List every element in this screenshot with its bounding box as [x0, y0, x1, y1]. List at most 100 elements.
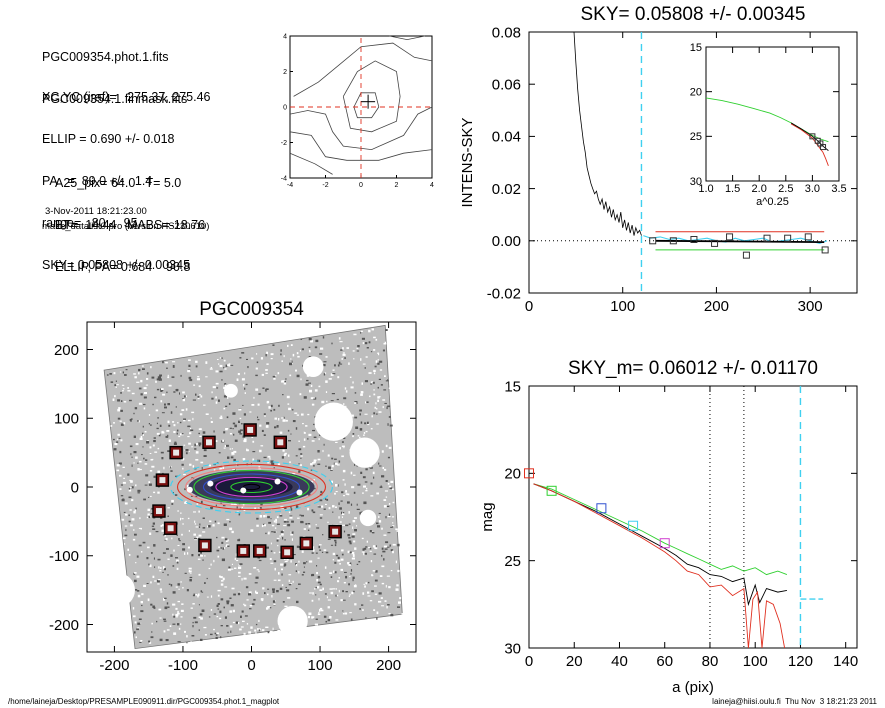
speckle-dot [170, 411, 173, 414]
speckle-dot [235, 621, 239, 624]
speckle-dot [311, 403, 315, 406]
speckle-dot [395, 528, 398, 531]
speckle-dot [300, 457, 302, 459]
speckle-dot [247, 366, 249, 369]
speckle-dot [381, 475, 385, 478]
speckle-dot [273, 520, 276, 523]
speckle-dot [242, 458, 246, 461]
speckle-dot [210, 563, 212, 566]
speckle-dot [113, 448, 117, 451]
speckle-dot [124, 374, 127, 376]
speckle-dot [303, 431, 306, 434]
speckle-dot [229, 597, 232, 599]
speckle-dot [119, 450, 122, 454]
speckle-dot [255, 576, 259, 579]
speckle-dot [385, 329, 388, 331]
speckle-dot [327, 454, 330, 457]
speckle-dot [245, 383, 248, 386]
speckle-dot [176, 567, 179, 570]
speckle-dot [348, 362, 350, 365]
speckle-dot [204, 634, 207, 636]
speckle-dot [173, 424, 176, 427]
speckle-dot [161, 529, 164, 532]
speckle-dot [371, 532, 375, 534]
speckle-dot [292, 473, 296, 475]
speckle-dot [363, 583, 365, 585]
speckle-dot [264, 415, 266, 417]
speckle-dot [200, 638, 203, 641]
speckle-dot [291, 360, 293, 364]
speckle-dot [311, 509, 314, 512]
speckle-dot [300, 521, 304, 524]
speckle-dot [127, 548, 129, 551]
speckle-dot [161, 430, 164, 432]
speckle-dot [166, 391, 168, 394]
speckle-dot [290, 506, 292, 509]
speckle-dot [140, 393, 143, 396]
speckle-dot [317, 506, 321, 508]
contour-x-tick-label: 0 [359, 182, 363, 189]
speckle-dot [176, 561, 179, 564]
speckle-dot [378, 462, 380, 465]
profile-marker [659, 538, 670, 549]
speckle-dot [267, 593, 269, 596]
speckle-dot [213, 559, 215, 563]
sky-box-inner [206, 439, 213, 446]
speckle-dot [137, 622, 141, 625]
speckle-dot [210, 367, 213, 369]
speckle-dot [190, 572, 192, 574]
speckle-dot [274, 527, 277, 529]
contour-line [353, 92, 380, 119]
speckle-dot [382, 550, 386, 553]
speckle-dot [331, 393, 335, 395]
speckle-dot [137, 468, 140, 471]
speckle-dot [272, 588, 275, 591]
speckle-dot [301, 550, 304, 553]
speckle-dot [232, 621, 235, 624]
speckle-dot [158, 566, 160, 569]
speckle-dot [318, 598, 320, 601]
speckle-dot [356, 525, 358, 527]
speckle-dot [188, 376, 192, 380]
speckle-dot [133, 435, 136, 438]
speckle-dot [139, 437, 143, 440]
speckle-dot [241, 378, 245, 381]
speckle-dot [176, 559, 179, 562]
speckle-dot [181, 603, 184, 605]
speckle-dot [192, 603, 195, 605]
speckle-dot [155, 409, 159, 412]
speckle-dot [195, 594, 198, 596]
speckle-dot [313, 436, 317, 438]
speckle-dot [153, 475, 156, 478]
speckle-dot [137, 594, 141, 598]
speckle-dot [198, 604, 200, 606]
speckle-dot [222, 467, 224, 470]
speckle-dot [203, 626, 207, 629]
speckle-dot [154, 580, 157, 582]
speckle-dot [284, 560, 288, 562]
speckle-dot [166, 548, 169, 550]
speckle-dot [373, 389, 375, 391]
speckle-dot [120, 484, 123, 486]
speckle-dot [256, 361, 259, 364]
speckle-dot [223, 386, 227, 389]
speckle-dot [362, 342, 365, 345]
speckle-dot [339, 521, 342, 523]
speckle-dot [122, 388, 125, 390]
speckle-dot [173, 549, 175, 552]
speckle-dot [138, 527, 142, 529]
speckle-dot [261, 524, 264, 528]
speckle-dot [309, 389, 312, 393]
speckle-dot [320, 347, 324, 350]
speckle-dot [138, 420, 140, 423]
speckle-dot [378, 378, 381, 380]
speckle-dot [156, 432, 160, 435]
speckle-dot [342, 469, 346, 473]
speckle-dot [188, 450, 190, 452]
speckle-dot [373, 553, 377, 555]
speckle-dot [113, 422, 115, 424]
speckle-dot [343, 512, 345, 514]
speckle-dot [180, 512, 182, 514]
speckle-dot [181, 458, 185, 460]
speckle-dot [256, 353, 258, 355]
